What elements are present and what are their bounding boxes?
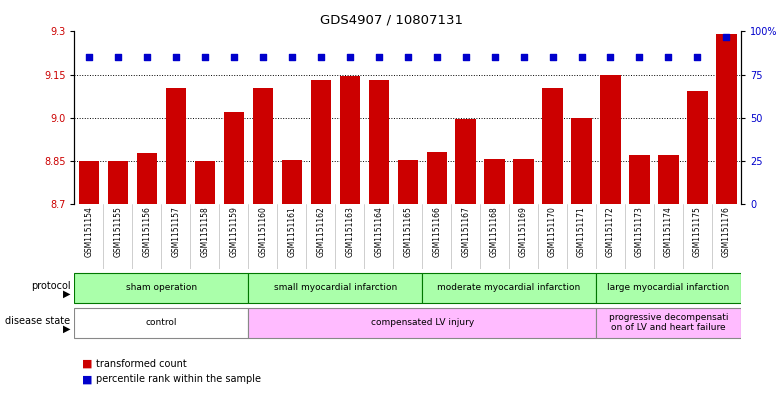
- Bar: [165, 88, 186, 204]
- Point: [198, 54, 211, 61]
- Bar: [339, 76, 360, 204]
- Text: progressive decompensati
on of LV and heart failure: progressive decompensati on of LV and he…: [608, 313, 728, 332]
- Bar: [688, 90, 707, 204]
- Bar: [601, 75, 621, 204]
- Text: GSM1151172: GSM1151172: [606, 206, 615, 257]
- Bar: [543, 88, 563, 204]
- Text: GSM1151161: GSM1151161: [287, 206, 296, 257]
- Text: ▶: ▶: [63, 288, 71, 298]
- Point: [633, 54, 646, 61]
- Text: compensated LV injury: compensated LV injury: [371, 318, 474, 327]
- Text: control: control: [146, 318, 177, 327]
- Bar: [252, 88, 273, 204]
- Text: GSM1151155: GSM1151155: [114, 206, 122, 257]
- Text: disease state: disease state: [5, 316, 71, 326]
- Bar: [596, 308, 741, 338]
- Text: protocol: protocol: [31, 281, 71, 291]
- Bar: [596, 273, 741, 303]
- Point: [256, 54, 269, 61]
- Point: [82, 54, 95, 61]
- Bar: [310, 81, 331, 204]
- Text: GSM1151164: GSM1151164: [374, 206, 383, 257]
- Bar: [456, 119, 476, 204]
- Text: GSM1151169: GSM1151169: [519, 206, 528, 257]
- Bar: [194, 161, 215, 204]
- Text: GSM1151160: GSM1151160: [258, 206, 267, 257]
- Bar: [79, 161, 99, 204]
- Text: GDS4907 / 10807131: GDS4907 / 10807131: [321, 14, 463, 27]
- Bar: [136, 153, 157, 204]
- Text: large myocardial infarction: large myocardial infarction: [608, 283, 730, 292]
- Bar: [630, 154, 650, 204]
- Text: GSM1151157: GSM1151157: [172, 206, 180, 257]
- Bar: [422, 273, 596, 303]
- Bar: [223, 112, 244, 204]
- Bar: [572, 118, 592, 204]
- Bar: [659, 155, 679, 204]
- Bar: [249, 308, 596, 338]
- Point: [430, 54, 443, 61]
- Text: GSM1151167: GSM1151167: [461, 206, 470, 257]
- Bar: [74, 308, 249, 338]
- Bar: [368, 81, 389, 204]
- Point: [111, 54, 124, 61]
- Point: [169, 54, 182, 61]
- Point: [314, 54, 327, 61]
- Point: [372, 54, 385, 61]
- Point: [546, 54, 559, 61]
- Point: [343, 54, 356, 61]
- Point: [575, 54, 588, 61]
- Text: GSM1151162: GSM1151162: [316, 206, 325, 257]
- Bar: [717, 34, 736, 204]
- Text: GSM1151159: GSM1151159: [230, 206, 238, 257]
- Bar: [74, 273, 249, 303]
- Text: GSM1151176: GSM1151176: [722, 206, 731, 257]
- Point: [285, 54, 298, 61]
- Text: ■: ■: [82, 374, 93, 384]
- Text: transformed count: transformed count: [96, 358, 187, 369]
- Text: GSM1151156: GSM1151156: [143, 206, 151, 257]
- Text: percentile rank within the sample: percentile rank within the sample: [96, 374, 261, 384]
- Text: GSM1151171: GSM1151171: [577, 206, 586, 257]
- Bar: [485, 159, 505, 204]
- Bar: [249, 273, 422, 303]
- Text: GSM1151163: GSM1151163: [345, 206, 354, 257]
- Text: GSM1151154: GSM1151154: [85, 206, 93, 257]
- Text: ▶: ▶: [63, 324, 71, 334]
- Bar: [107, 161, 128, 204]
- Bar: [281, 160, 302, 204]
- Point: [720, 33, 733, 40]
- Text: GSM1151165: GSM1151165: [403, 206, 412, 257]
- Text: small myocardial infarction: small myocardial infarction: [274, 283, 397, 292]
- Bar: [397, 160, 418, 204]
- Text: GSM1151158: GSM1151158: [201, 206, 209, 257]
- Point: [517, 54, 530, 61]
- Text: GSM1151175: GSM1151175: [693, 206, 702, 257]
- Point: [140, 54, 153, 61]
- Bar: [514, 159, 534, 204]
- Text: ■: ■: [82, 358, 93, 369]
- Text: GSM1151174: GSM1151174: [664, 206, 673, 257]
- Bar: [426, 152, 447, 204]
- Text: GSM1151168: GSM1151168: [490, 206, 499, 257]
- Point: [691, 54, 704, 61]
- Text: sham operation: sham operation: [126, 283, 197, 292]
- Text: GSM1151170: GSM1151170: [548, 206, 557, 257]
- Point: [662, 54, 675, 61]
- Point: [227, 54, 240, 61]
- Point: [459, 54, 472, 61]
- Point: [604, 54, 617, 61]
- Text: GSM1151166: GSM1151166: [432, 206, 441, 257]
- Point: [401, 54, 414, 61]
- Text: GSM1151173: GSM1151173: [635, 206, 644, 257]
- Point: [488, 54, 501, 61]
- Text: moderate myocardial infarction: moderate myocardial infarction: [437, 283, 581, 292]
